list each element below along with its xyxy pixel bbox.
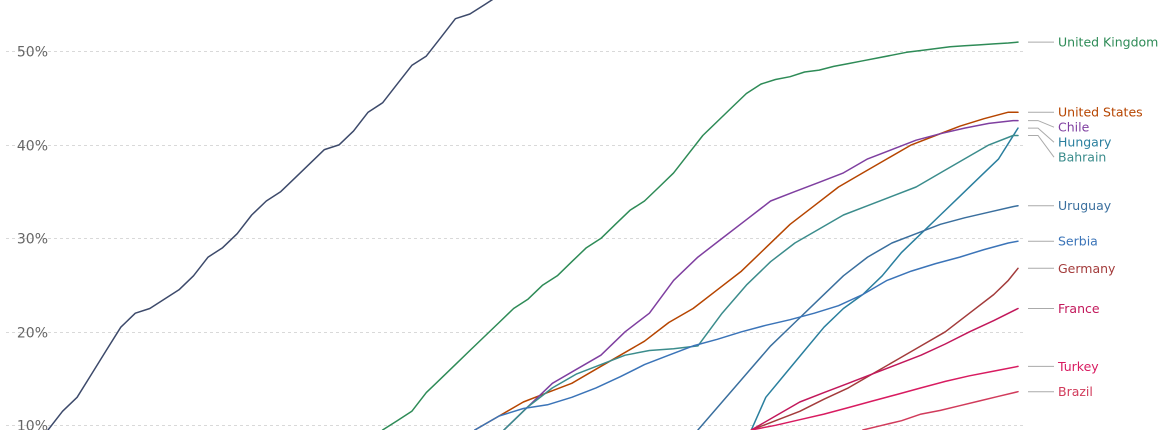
- label-leader-line: [1028, 127, 1055, 143]
- y-tick-label: 50%: [17, 45, 48, 61]
- series-lines: [47, 0, 1019, 430]
- series-line-hungary: [750, 127, 1019, 430]
- y-tick-label: 40%: [17, 139, 48, 155]
- series-label-serbia: Serbia: [1058, 234, 1098, 249]
- series-label-chile: Chile: [1058, 120, 1090, 135]
- grid-lines: [6, 51, 1024, 426]
- series-line-turkey: [750, 365, 1019, 430]
- series-line-unlabeled: [47, 0, 494, 430]
- label-leader-line: [1028, 135, 1055, 158]
- series-label-united-kingdom: United Kingdom: [1058, 35, 1158, 50]
- series-label-hungary: Hungary: [1058, 135, 1112, 150]
- series-line-serbia: [474, 240, 1019, 430]
- series-line-france: [750, 307, 1019, 430]
- series-line-uruguay: [697, 204, 1019, 430]
- series-label-united-states: United States: [1058, 105, 1143, 120]
- label-leader-line: [1028, 120, 1055, 128]
- series-label-brazil: Brazil: [1058, 384, 1093, 399]
- series-line-bahrain: [503, 134, 1019, 430]
- series-label-turkey: Turkey: [1057, 359, 1099, 374]
- series-line-united-kingdom: [381, 41, 1019, 430]
- series-label-uruguay: Uruguay: [1058, 198, 1112, 213]
- y-tick-label: 10%: [17, 419, 48, 430]
- y-tick-label: 20%: [17, 326, 48, 342]
- y-axis-ticks: 50% 40% 30% 20% 10%: [17, 45, 48, 430]
- series-line-united-states: [474, 111, 1019, 430]
- series-label-germany: Germany: [1058, 261, 1116, 276]
- y-tick-label: 30%: [17, 232, 48, 248]
- series-line-germany: [750, 267, 1019, 430]
- series-label-france: France: [1058, 301, 1100, 316]
- series-line-brazil: [862, 390, 1019, 430]
- series-line-chile: [503, 119, 1019, 430]
- series-label-bahrain: Bahrain: [1058, 150, 1106, 165]
